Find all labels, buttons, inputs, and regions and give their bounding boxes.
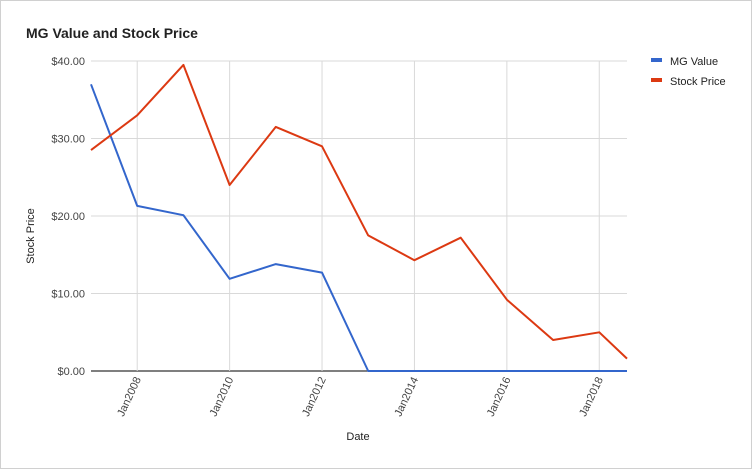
chart-title: MG Value and Stock Price: [26, 25, 198, 41]
x-tick-label: Jan2014: [392, 375, 421, 418]
x-axis-ticks: Jan2008 Jan2010 Jan2012 Jan2014 Jan2016 Jan20…: [115, 375, 606, 418]
x-tick-label: Jan2018: [577, 375, 606, 418]
x-tick-label: Jan2010: [208, 375, 237, 418]
y-tick-label: $30.00: [51, 134, 85, 146]
legend: MG Value Stock Price: [651, 56, 726, 88]
legend-swatch: [651, 58, 662, 62]
x-tick-label: Jan2016: [485, 375, 514, 418]
y-tick-label: $10.00: [51, 289, 85, 301]
series-line-stock-price: [90, 63, 628, 360]
legend-label: Stock Price: [670, 76, 726, 88]
y-axis-label: Stock Price: [25, 208, 37, 264]
x-tick-label: Jan2012: [300, 375, 329, 418]
x-axis-label: Date: [346, 431, 369, 443]
y-tick-label: $40.00: [51, 56, 85, 68]
series-line-mg-value: [90, 83, 627, 372]
y-tick-label: $0.00: [57, 366, 85, 378]
y-tick-label: $20.00: [51, 211, 85, 223]
legend-label: MG Value: [670, 56, 718, 68]
y-axis-ticks: $0.00 $10.00 $20.00 $30.00 $40.00: [51, 56, 85, 378]
x-tick-label: Jan2008: [115, 375, 144, 418]
series-lines: [90, 63, 628, 372]
legend-swatch: [651, 78, 662, 82]
